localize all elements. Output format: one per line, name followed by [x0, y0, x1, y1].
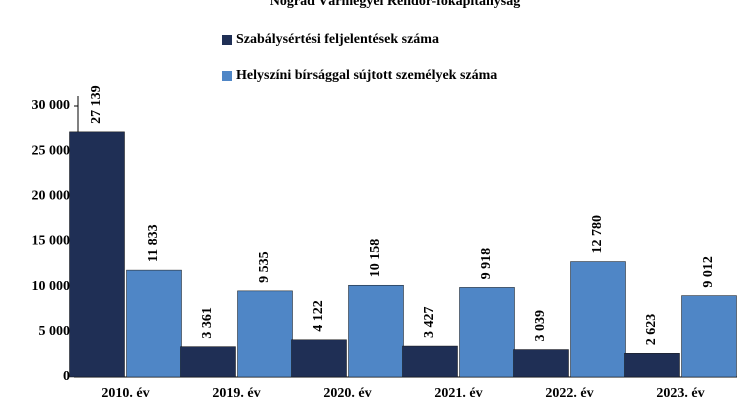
value-label: 3 039	[533, 310, 548, 342]
legend-swatch	[222, 71, 232, 81]
value-label: 4 122	[311, 300, 326, 332]
y-tick-label: 0	[63, 369, 70, 384]
bar	[291, 339, 347, 378]
value-label: 9 918	[479, 248, 494, 280]
bar	[69, 131, 125, 378]
y-tick-label: 15 000	[32, 234, 71, 249]
bar	[402, 345, 458, 378]
bar	[180, 346, 236, 378]
value-label: 27 139	[89, 85, 104, 124]
bar	[570, 261, 626, 378]
value-label: 12 780	[590, 215, 605, 254]
bar	[624, 353, 680, 378]
legend-label: Szabálysértési feljelentések száma	[236, 32, 439, 47]
y-tick-label: 25 000	[32, 143, 71, 158]
value-label: 2 623	[644, 314, 659, 346]
y-tick-label: 30 000	[32, 98, 71, 113]
value-label: 9 012	[701, 256, 716, 288]
x-tick-label: 2023. év	[656, 386, 704, 401]
x-tick-label: 2010. év	[101, 386, 149, 401]
bar	[513, 349, 569, 378]
bar	[237, 290, 293, 378]
chart-title: Nógrád Vármegyei Rendőr-főkapitányság	[270, 0, 520, 9]
legend-label: Helyszíni bírsággal sújtott személyek sz…	[236, 68, 497, 83]
value-label: 10 158	[368, 239, 383, 278]
value-label: 3 427	[422, 307, 437, 339]
bar	[348, 284, 404, 378]
bar	[681, 295, 737, 378]
y-tick-label: 5 000	[39, 324, 71, 339]
x-tick-label: 2019. év	[212, 386, 260, 401]
value-label: 9 535	[257, 251, 272, 283]
value-label: 11 833	[146, 224, 161, 262]
x-tick-label: 2022. év	[545, 386, 593, 401]
bar	[126, 269, 182, 378]
x-tick-label: 2020. év	[323, 386, 371, 401]
y-tick-label: 10 000	[32, 279, 71, 294]
x-tick-label: 2021. év	[434, 386, 482, 401]
legend-swatch	[222, 35, 232, 45]
y-tick-label: 20 000	[32, 189, 71, 204]
bar	[459, 287, 515, 378]
value-label: 3 361	[200, 307, 215, 339]
